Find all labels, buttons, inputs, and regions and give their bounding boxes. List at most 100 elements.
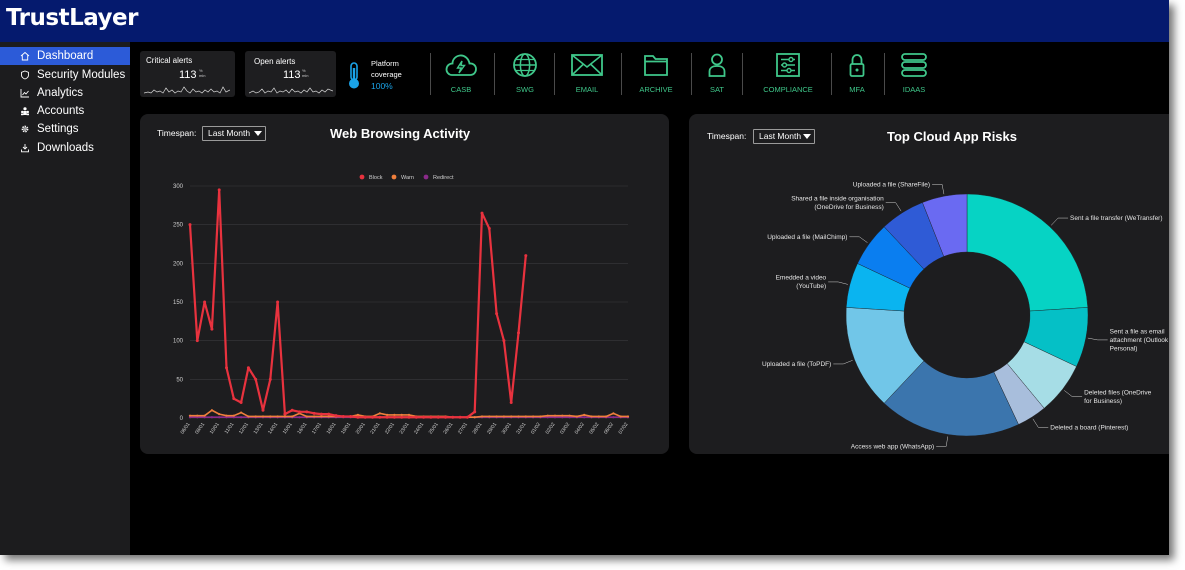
data-point xyxy=(465,415,469,419)
data-point xyxy=(298,410,301,414)
module-label: SAT xyxy=(709,85,725,94)
open-alerts-card[interactable]: Open alerts 113 % min xyxy=(245,51,336,97)
sidebar-item-analytics[interactable]: Analytics xyxy=(0,84,130,102)
module-sat[interactable]: SAT xyxy=(690,52,744,96)
x-tick-label: 28/01 xyxy=(472,422,484,436)
app-logo[interactable]: TrustLayer xyxy=(6,5,138,31)
slice-label: Emedded a video xyxy=(776,275,827,282)
platform-coverage[interactable]: Platform coverage 100% xyxy=(345,56,415,96)
critical-alerts-unit-bottom: min xyxy=(199,73,206,78)
sidebar-item-settings[interactable]: Settings xyxy=(0,120,130,138)
data-point xyxy=(210,416,213,419)
data-point xyxy=(495,415,498,418)
module-mfa[interactable]: MFA xyxy=(830,52,884,96)
slice-label: Shared a file inside organisation xyxy=(791,195,884,202)
sidebar-item-downloads[interactable]: Downloads xyxy=(0,139,130,157)
download-icon xyxy=(19,142,31,154)
data-point xyxy=(473,416,476,419)
timespan-label: Timespan: xyxy=(707,131,747,141)
data-point xyxy=(532,415,535,418)
data-point xyxy=(327,415,330,418)
x-tick-label: 26/01 xyxy=(442,422,454,436)
data-point xyxy=(386,413,389,417)
app-window: TrustLayer Dashboard Security Modules An… xyxy=(0,0,1169,555)
data-point xyxy=(283,412,287,416)
platform-coverage-label-2: coverage xyxy=(371,70,402,79)
timespan-select[interactable]: Last Month xyxy=(753,129,815,144)
data-point xyxy=(583,416,586,419)
platform-coverage-label-1: Platform xyxy=(371,59,399,68)
data-point xyxy=(268,377,272,381)
divider xyxy=(742,53,743,95)
sidebar-item-label: Security Modules xyxy=(37,69,126,81)
cloud-risks-donut-chart: Sent a file transfer (WeTransfer) Sent a … xyxy=(762,181,1169,450)
data-point xyxy=(561,416,564,419)
data-point xyxy=(298,416,301,419)
data-point xyxy=(349,414,353,418)
module-archive[interactable]: ARCHIVE xyxy=(629,52,683,96)
pie-slice[interactable] xyxy=(922,193,968,257)
data-point xyxy=(247,415,250,418)
slice-label: Uploaded a file (ToPDF) xyxy=(762,361,831,368)
data-point xyxy=(510,415,513,418)
data-point xyxy=(232,416,235,419)
pie-slice[interactable] xyxy=(966,193,1088,312)
critical-alerts-card[interactable]: Critical alerts 113 % min xyxy=(140,51,235,97)
sidebar-item-dashboard[interactable]: Dashboard xyxy=(0,47,130,65)
slice-label: Deleted files (OneDrive xyxy=(1084,389,1152,396)
data-point xyxy=(188,223,192,227)
data-point xyxy=(203,414,206,417)
accounts-icon xyxy=(19,105,31,117)
module-email[interactable]: EMAIL xyxy=(560,52,614,96)
module-swg[interactable]: SWG xyxy=(498,52,552,96)
top-bar: TrustLayer xyxy=(0,0,1169,42)
x-tick-label: 30/01 xyxy=(501,422,513,436)
data-point xyxy=(239,401,243,405)
module-idaas[interactable]: IDAAS xyxy=(887,52,941,96)
x-tick-label: 06/01 xyxy=(180,422,192,436)
open-alerts-sparkline xyxy=(249,87,333,94)
globe-icon xyxy=(513,53,537,77)
gear-icon xyxy=(19,123,31,135)
data-point xyxy=(626,415,630,418)
critical-alerts-unit-top: % xyxy=(199,68,203,73)
x-tick-label: 07/02 xyxy=(618,422,630,436)
legend-label[interactable]: Block xyxy=(369,175,383,181)
sidebar-item-security-modules[interactable]: Security Modules xyxy=(0,66,130,84)
data-point xyxy=(276,300,280,304)
data-point xyxy=(414,415,418,419)
data-point xyxy=(553,414,557,417)
envelope-icon xyxy=(571,54,603,76)
open-alerts-unit-top: % xyxy=(302,68,306,73)
legend-label[interactable]: Redirect xyxy=(433,175,454,181)
data-point xyxy=(240,416,243,419)
data-point xyxy=(480,211,484,215)
timespan-select[interactable]: Last Month xyxy=(202,126,266,141)
data-point xyxy=(583,413,586,417)
module-label: EMAIL xyxy=(575,85,599,94)
data-point xyxy=(393,413,396,417)
module-casb[interactable]: CASB xyxy=(434,52,488,96)
legend-label[interactable]: Warn xyxy=(401,175,414,181)
data-point xyxy=(261,415,265,418)
label-leader-line xyxy=(1032,418,1049,428)
x-tick-label: 31/01 xyxy=(515,422,527,436)
analytics-icon xyxy=(19,87,31,99)
data-point xyxy=(568,416,571,419)
data-point xyxy=(546,416,549,419)
module-compliance[interactable]: COMPLIANCE xyxy=(753,52,823,96)
data-point xyxy=(378,415,382,419)
chevron-down-icon xyxy=(803,134,811,139)
x-tick-label: 10/01 xyxy=(209,422,221,436)
divider xyxy=(884,53,885,95)
sidebar-item-label: Accounts xyxy=(37,105,85,117)
data-point xyxy=(232,397,236,401)
sidebar-item-accounts[interactable]: Accounts xyxy=(0,102,130,120)
data-point xyxy=(334,414,338,418)
x-tick-label: 29/01 xyxy=(486,422,498,436)
data-point xyxy=(188,416,192,419)
label-leader-line xyxy=(833,360,853,365)
label-leader-line xyxy=(1087,337,1108,341)
label-leader-line xyxy=(936,436,949,447)
x-tick-label: 20/01 xyxy=(355,422,367,436)
